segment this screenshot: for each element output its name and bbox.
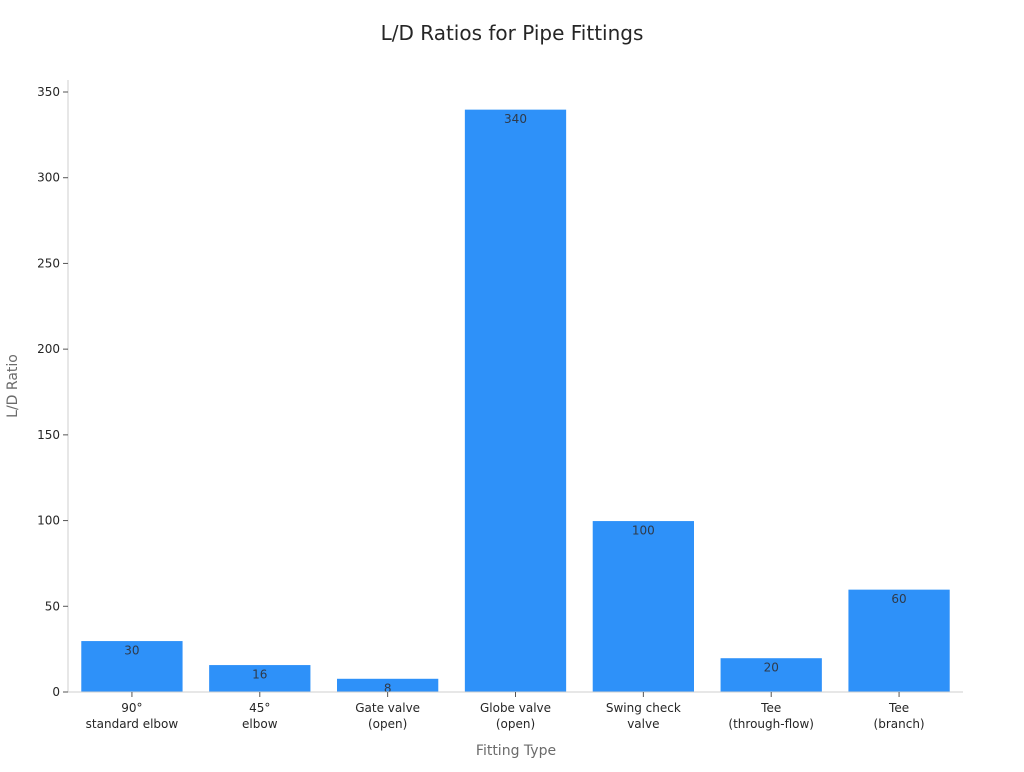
bar-data-label-2: 8 (384, 681, 392, 695)
y-ticks-layer: 0 50 100 150 200 250 300 350 (37, 85, 68, 699)
bar-data-label-6: 60 (891, 592, 906, 606)
x-tick-label-5: Tee (through-flow) (728, 701, 814, 731)
x-tick-label-4: Swing check valve (606, 701, 681, 731)
x-tick-label-line: Tee (760, 701, 781, 715)
bar-6 (847, 588, 951, 693)
x-tick-label-line: Tee (888, 701, 909, 715)
bar-labels-layer: 30 16 8 340 100 20 60 (124, 112, 906, 695)
x-tick-label-line: (open) (496, 717, 535, 731)
y-tick-label-1: 50 (45, 599, 60, 613)
x-tick-label-3: Globe valve (open) (480, 701, 551, 731)
x-tick-label-2: Gate valve (open) (355, 701, 420, 731)
bar-5 (719, 657, 823, 693)
x-tick-label-line: 90° (121, 701, 142, 715)
x-ticks-layer: 90° standard elbow 45° elbow Gate valve (open… (86, 692, 925, 731)
bar-data-label-4: 100 (632, 524, 655, 538)
y-tick-label-5: 250 (37, 256, 60, 270)
bars-layer (80, 108, 951, 693)
bar-data-label-3: 340 (504, 112, 527, 126)
bar-1 (208, 664, 312, 693)
x-axis-label: Fitting Type (476, 743, 556, 759)
chart-title: L/D Ratios for Pipe Fittings (381, 21, 644, 45)
y-axis-label: L/D Ratio (5, 354, 21, 418)
x-tick-label-line: valve (627, 717, 659, 731)
x-tick-label-line: (through-flow) (728, 717, 814, 731)
bar-4 (591, 520, 696, 693)
bar-data-label-5: 20 (764, 661, 779, 675)
y-tick-label-2: 100 (37, 514, 60, 528)
x-tick-label-line: Swing check (606, 701, 681, 715)
x-tick-label-line: elbow (242, 717, 278, 731)
y-tick-label-0: 0 (52, 685, 60, 699)
x-tick-label-line: Gate valve (355, 701, 420, 715)
y-tick-label-4: 200 (37, 342, 60, 356)
x-tick-label-line: (open) (368, 717, 407, 731)
x-tick-label-line: (branch) (874, 717, 925, 731)
bar-data-label-1: 16 (252, 668, 267, 682)
bar-data-label-0: 30 (124, 644, 139, 658)
bar-3 (463, 108, 568, 693)
y-tick-label-6: 300 (37, 171, 60, 185)
bar-0 (80, 640, 184, 693)
y-tick-label-7: 350 (37, 85, 60, 99)
x-tick-label-line: standard elbow (86, 717, 179, 731)
x-tick-label-line: Globe valve (480, 701, 551, 715)
x-tick-label-1: 45° elbow (242, 701, 278, 731)
y-tick-label-3: 150 (37, 428, 60, 442)
x-tick-label-line: 45° (249, 701, 270, 715)
x-tick-label-6: Tee (branch) (874, 701, 925, 731)
x-tick-label-0: 90° standard elbow (86, 701, 179, 731)
